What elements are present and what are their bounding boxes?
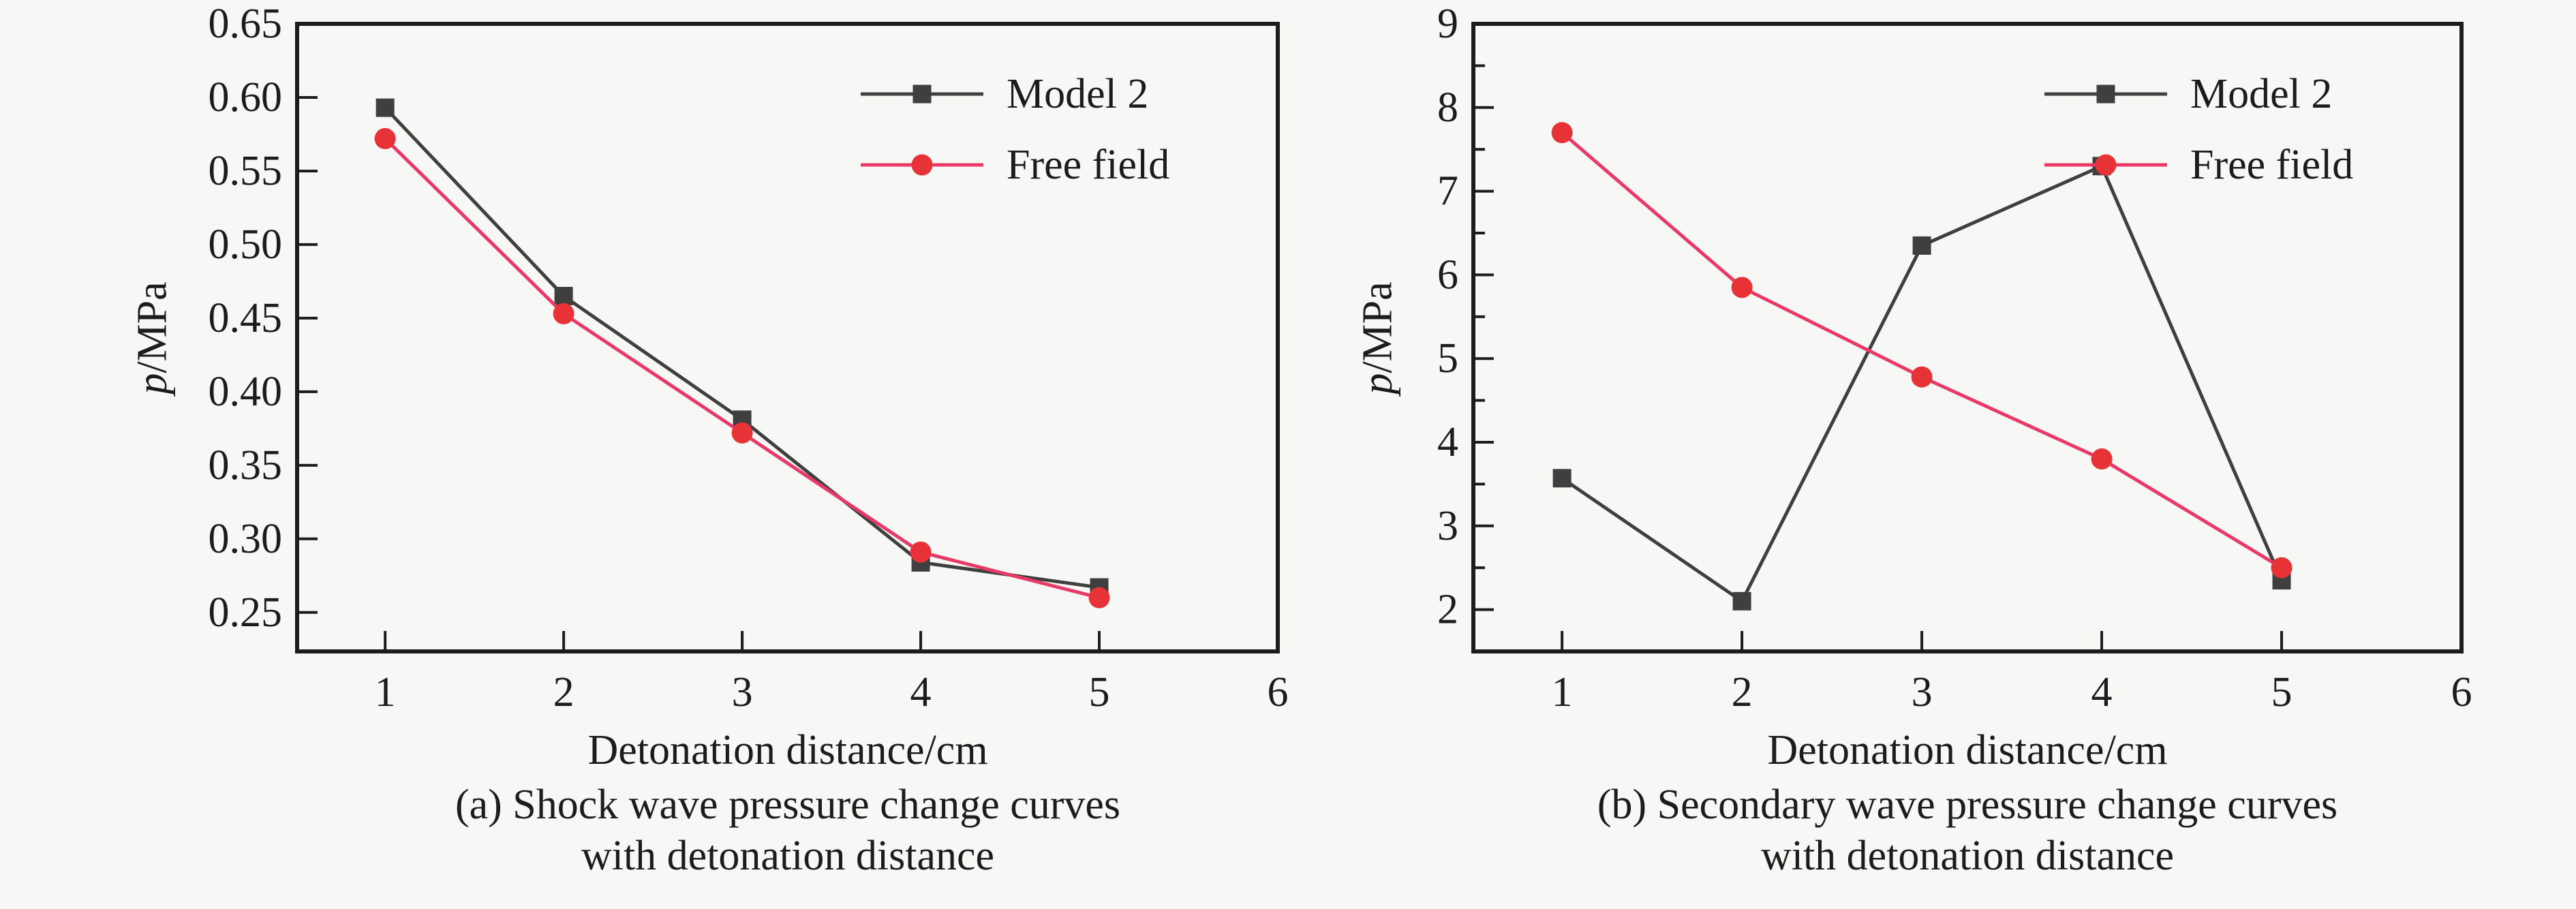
chart-a-y-tick-label: 0.40 [209, 369, 283, 415]
chart-b-data-point-marker [2271, 557, 2293, 579]
chart-a-yaxis-title-symbol: p [129, 373, 176, 395]
chart-b-caption-line2: with detonation distance [1760, 833, 2175, 879]
chart-a-data-point-marker [375, 98, 395, 117]
chart-a-legend: Model 2 Free field [861, 71, 1169, 188]
chart-b-yaxis-title-symbol: p [1354, 373, 1401, 395]
chart-b-caption-line1: (b) Secondary wave pressure change curve… [1597, 782, 2338, 828]
chart-b-legend-marker [2096, 84, 2115, 104]
chart-b-frame [1471, 22, 2464, 653]
chart-b-legend: Model 2 Free field [2044, 71, 2353, 188]
chart-a-legend-label: Model 2 [1007, 71, 1148, 117]
chart-a-x-tick-label: 2 [553, 669, 574, 715]
chart-a-data-point-marker [1088, 587, 1110, 608]
chart-b-x-tick-label: 4 [2091, 669, 2113, 715]
chart-a-legend-marker [913, 84, 932, 104]
chart-a-y-tick-label: 0.65 [209, 1, 283, 47]
chart-b-y-tick-label: 8 [1437, 84, 1458, 131]
chart-a-y-tick-label: 0.25 [209, 589, 283, 636]
chart-b-data-point-marker [1912, 236, 1931, 255]
chart-a-series-line-1 [383, 136, 1101, 600]
chart-a-data-point-marker [374, 127, 396, 149]
chart-b-x-tick-label: 5 [2271, 669, 2293, 715]
chart-b-data-point-marker [1732, 591, 1751, 611]
chart-a: 1 2 3 4 5 6 0.25 0.30 0.35 0.40 0.45 0.50 0.55 0.60 0.… [209, 1, 1289, 715]
chart-b-legend-marker [2095, 154, 2117, 176]
chart-a-data-point-marker [554, 286, 573, 305]
chart-b-x-tick-label: 1 [1552, 669, 1573, 715]
chart-b-data-point-marker [1551, 122, 1573, 144]
chart-a-y-tick-label: 0.35 [209, 442, 283, 489]
chart-b-y-tick-label: 3 [1437, 503, 1458, 549]
chart-a-x-tick-label: 1 [375, 669, 396, 715]
chart-a-caption-line2: with detonation distance [581, 833, 995, 879]
chart-a-xaxis-title: Detonation distance/cm [587, 727, 988, 773]
chart-b-data-point-marker [1731, 277, 1753, 298]
chart-b-xaxis-title: Detonation distance/cm [1767, 727, 2168, 773]
chart-b-y-tick-label: 7 [1437, 168, 1458, 215]
chart-a-y-tick-label: 0.30 [209, 516, 283, 562]
chart-b-y-tick-label: 2 [1437, 587, 1458, 633]
chart-a-series-line-0 [383, 106, 1101, 589]
chart-b-legend-label: Free field [2190, 142, 2353, 188]
chart-a-legend-label: Free field [1007, 142, 1169, 188]
chart-a-y-tick-label: 0.45 [209, 295, 283, 341]
chart-a-caption-line1: (a) Shock wave pressure change curves [455, 782, 1121, 828]
chart-b-data-point-marker [2091, 448, 2113, 470]
chart-b-y-tick-label: 4 [1437, 419, 1458, 465]
chart-a-y-tick-label: 0.50 [209, 221, 283, 268]
chart-b-x-tick-label: 6 [2451, 669, 2472, 715]
chart-a-y-tick-label: 0.60 [209, 74, 283, 121]
chart-a-x-tick-label: 5 [1089, 669, 1110, 715]
chart-b-x-tick-label: 3 [1912, 669, 1933, 715]
chart-a-x-tick-label: 6 [1268, 669, 1289, 715]
chart-b-y-tick-label: 5 [1437, 335, 1458, 382]
chart-b-series-line-1 [1560, 131, 2284, 570]
chart-b-yaxis-title: p/MPa [1354, 281, 1402, 394]
chart-b-legend-label: Model 2 [2190, 71, 2332, 117]
chart-b-data-point-marker [1552, 469, 1571, 488]
chart-a-x-tick-label: 3 [732, 669, 753, 715]
chart-b: 1 2 3 4 5 6 2 3 4 5 6 7 8 9 Model 2 Free field [1437, 1, 2472, 715]
chart-a-data-point-marker [910, 541, 932, 563]
chart-a-data-point-marker [731, 422, 753, 444]
chart-a-legend-marker [911, 154, 933, 176]
chart-b-y-tick-label: 6 [1437, 251, 1458, 298]
chart-a-x-tick-label: 4 [910, 669, 932, 715]
chart-a-yaxis-title-unit: /MPa [129, 281, 176, 373]
chart-a-y-tick-label: 0.55 [209, 148, 283, 194]
chart-b-y-tick-label: 9 [1437, 1, 1458, 47]
chart-a-frame [295, 22, 1280, 653]
chart-b-x-tick-label: 2 [1732, 669, 1753, 715]
chart-a-yaxis-title: p/MPa [129, 281, 177, 394]
chart-b-yaxis-title-unit: /MPa [1354, 281, 1401, 373]
chart-a-data-point-marker [553, 303, 574, 324]
chart-b-data-point-marker [1911, 366, 1933, 388]
